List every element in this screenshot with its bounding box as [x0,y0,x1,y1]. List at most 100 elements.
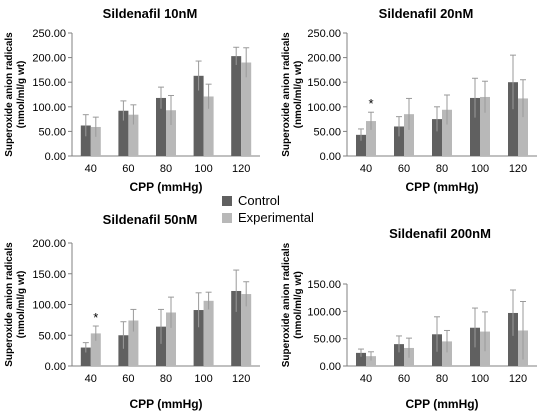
x-tick-label: 120 [232,163,250,175]
bar-control-80 [432,119,442,156]
bar-experimental-120 [241,62,252,156]
chart-svg: Sildenafil 20nM 0.00 50.00 100.00 150.00 200.… [281,6,537,194]
legend-item-experimental: Experimental [222,209,314,226]
y-tick-label: 100.00 [32,300,66,312]
x-tick-label: 100 [471,163,489,175]
bar-control-120 [231,56,242,156]
x-tick-label: 60 [398,163,410,175]
y-tick-label: 50.00 [38,126,66,138]
y-tick-label: 50.00 [38,330,66,342]
y-tick-label: 0.00 [320,151,341,163]
bar-control-60 [118,110,129,156]
y-tick-label: 100.00 [32,102,66,114]
chart-title: Sildenafil 200nM [389,226,491,241]
x-tick-label: 60 [398,373,410,385]
x-tick-label: 60 [122,163,134,175]
bar-experimental-120 [518,98,528,156]
bar-control-80 [156,326,166,366]
y-tick-label: 250.00 [307,28,341,40]
chart-svg: Sildenafil 200nM 0.00 50.00 100.00 150.00Sup… [281,226,537,411]
bar-experimental-120 [241,294,252,366]
chart-svg: Sildenafil 10nM 0.00 50.00 100.00 150.00 200.… [4,6,260,194]
bar-experimental-80 [442,109,452,156]
chart-panel-sildenafil-10nm: Sildenafil 10nM 0.00 50.00 100.00 150.00 200.… [0,0,275,200]
y-tick-label: 0.00 [45,151,66,163]
x-tick-label: 60 [122,373,134,385]
x-tick-label: 40 [360,373,372,385]
bar-experimental-100 [203,96,214,156]
bar-control-40 [80,347,91,366]
significance-marker: * [368,96,373,111]
x-tick-label: 100 [194,373,212,385]
bar-experimental-80 [166,312,176,366]
bar-experimental-80 [166,110,176,156]
y-axis-label: Superoxide anion radicals(nmol/ml/g wt) [4,32,27,157]
x-tick-label: 80 [160,163,172,175]
bar-experimental-60 [404,114,414,156]
legend-label-control: Control [238,193,280,208]
x-axis-label: CPP (mmHg) [129,397,202,411]
bar-experimental-60 [128,114,139,156]
bar-experimental-100 [480,96,490,156]
bar-experimental-40 [366,356,376,366]
bar-experimental-40 [366,121,376,156]
bar-control-40 [356,352,366,366]
bar-control-120 [508,312,518,366]
legend-swatch-experimental [222,212,232,223]
y-tick-label: 0.00 [320,361,341,373]
y-tick-label: 250.00 [32,28,66,40]
legend-item-control: Control [222,192,314,209]
x-tick-label: 100 [194,163,212,175]
bar-experimental-60 [128,320,139,366]
bar-control-120 [231,290,242,366]
x-tick-label: 120 [232,373,250,385]
x-tick-label: 100 [471,373,489,385]
bar-control-40 [356,134,366,156]
x-axis-label: CPP (mmHg) [405,180,478,194]
bar-experimental-80 [442,341,452,366]
bar-experimental-40 [90,333,101,366]
y-tick-label: 200.00 [32,238,66,250]
x-tick-label: 40 [85,373,97,385]
x-axis-label: CPP (mmHg) [129,180,202,194]
x-tick-label: 40 [360,163,372,175]
bar-control-40 [80,125,91,156]
chart-title: Sildenafil 50nM [103,212,198,227]
x-tick-label: 80 [160,373,172,385]
chart-panel-sildenafil-50nm: Sildenafil 50nM 0.00 50.00 100.00 150.00 200.… [0,210,275,412]
chart-svg: Sildenafil 50nM 0.00 50.00 100.00 150.00 200.… [4,212,260,411]
y-tick-label: 100.00 [307,102,341,114]
legend-swatch-control [222,195,232,206]
bar-control-100 [193,310,204,366]
y-tick-label: 200.00 [32,53,66,65]
y-axis-label: Superoxide anion radicals(nmol/ml/g wt) [281,242,304,367]
significance-marker: * [93,310,98,325]
bar-control-120 [508,82,518,156]
y-axis-label: Superoxide anion radicals(nmol/ml/g wt) [4,242,27,367]
y-tick-label: 50.00 [313,334,341,346]
bar-experimental-100 [203,300,214,366]
y-tick-label: 150.00 [307,279,341,291]
bar-control-80 [156,97,166,156]
legend-label-experimental: Experimental [238,210,314,225]
y-tick-label: 150.00 [32,269,66,281]
x-axis-label: CPP (mmHg) [405,397,478,411]
y-tick-label: 50.00 [313,126,341,138]
y-tick-label: 150.00 [307,77,341,89]
x-tick-label: 80 [436,163,448,175]
y-axis-label: Superoxide anion radicals(nmol/ml/g wt) [281,32,304,157]
chart-title: Sildenafil 20nM [379,6,474,21]
bar-control-60 [394,344,404,366]
y-tick-label: 200.00 [307,53,341,65]
chart-panel-sildenafil-20nm: Sildenafil 20nM 0.00 50.00 100.00 150.00 200.… [275,0,550,200]
bar-control-100 [470,97,480,156]
chart-panel-sildenafil-200nm: Sildenafil 200nM 0.00 50.00 100.00 150.00 Sup… [275,210,550,412]
bar-control-60 [118,335,129,366]
y-tick-label: 150.00 [32,77,66,89]
bar-experimental-40 [90,126,101,156]
chart-title: Sildenafil 10nM [103,6,198,21]
x-tick-label: 40 [85,163,97,175]
bar-control-60 [394,126,404,156]
x-tick-label: 120 [509,373,527,385]
chart-legend: Control Experimental [222,192,314,226]
